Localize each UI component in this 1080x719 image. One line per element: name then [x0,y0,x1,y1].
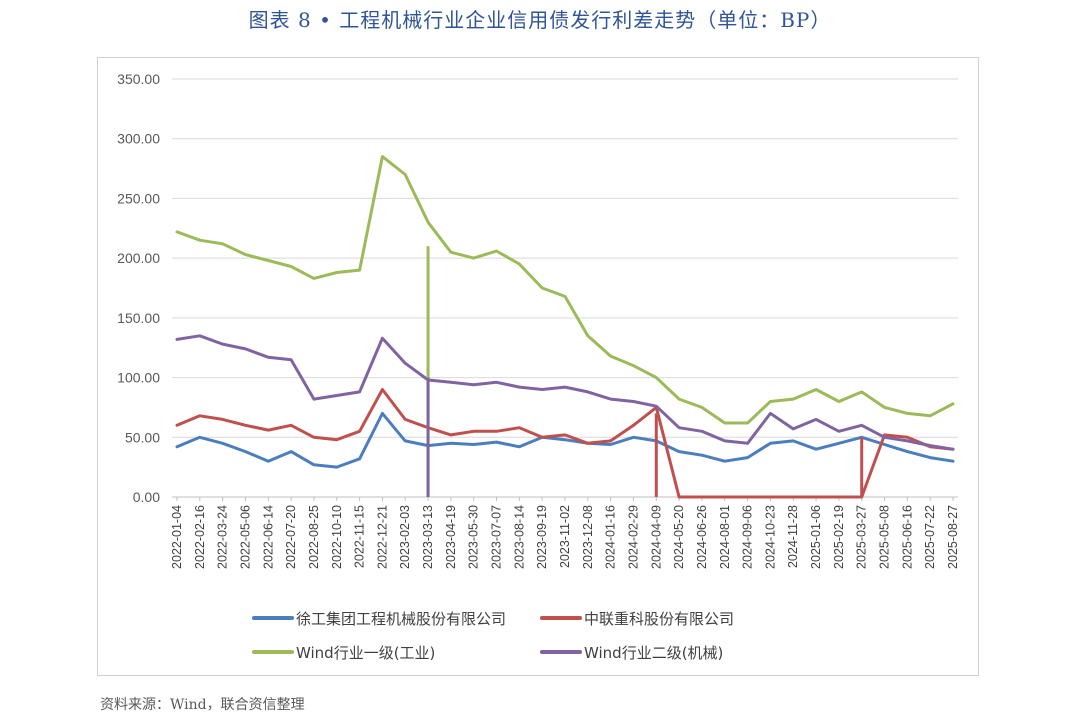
series-line [175,334,955,451]
x-tick-label: 2023-12-08 [581,505,595,569]
y-tick-label: 100.00 [117,370,160,386]
source-note: 资料来源：Wind，联合资信整理 [100,697,305,713]
legend: 徐工集团工程机械股份有限公司 中联重科股份有限公司 Wind行业一级(工业) Wind… [252,610,734,662]
y-axis-ticks: 0.00 50.00 100.00 150.00 200.00 250.00 300.00 3… [117,71,160,505]
series-lines [175,155,955,499]
series-line [175,155,955,425]
x-tick-label: 2023-11-02 [558,505,572,568]
legend-label: 徐工集团工程机械股份有限公司 [296,610,506,628]
x-tick-label: 2023-03-13 [421,505,435,569]
x-tick-label: 2025-08-27 [946,505,960,569]
x-tick-label: 2022-08-25 [307,505,321,569]
x-tick-label: 2023-09-19 [535,505,549,569]
x-tick-label: 2023-02-03 [398,505,412,569]
x-tick-label: 2023-07-07 [490,505,504,569]
x-tick-label: 2022-01-04 [170,505,184,569]
x-tick-label: 2025-06-16 [900,505,914,569]
x-tick-label: 2022-11-15 [353,505,367,568]
x-tick-label: 2022-05-06 [238,505,252,569]
y-tick-label: 150.00 [117,310,160,326]
x-tick-label: 2022-10-10 [330,505,344,569]
legend-label: Wind行业二级(机械) [584,644,723,662]
x-tick-label: 2024-11-28 [786,505,800,568]
x-tick-label: 2025-05-08 [878,505,892,569]
x-tick-label: 2025-02-19 [832,505,846,569]
y-tick-label: 200.00 [117,250,160,266]
chart-title: 图表 8 • 工程机械行业企业信用债发行利差走势（单位：BP） [248,8,832,32]
x-tick-label: 2024-10-23 [763,505,777,569]
chart-frame [97,57,979,676]
x-tick-label: 2022-12-21 [375,505,389,569]
legend-label: 中联重科股份有限公司 [584,610,734,628]
x-tick-label: 2024-04-09 [649,505,663,569]
x-tick-label: 2024-06-26 [695,505,709,569]
x-tick-label: 2024-02-29 [626,505,640,569]
x-tick-label: 2022-03-24 [216,505,230,569]
x-tick-label: 2024-09-06 [741,505,755,569]
y-tick-label: 300.00 [117,131,160,147]
x-tick-label: 2022-06-14 [261,505,275,569]
x-axis-ticks: 2022-01-04 2022-02-16 2022-03-24 2022-05-06… [170,497,960,569]
x-tick-label: 2023-08-14 [512,505,526,569]
x-tick-label: 2023-04-19 [444,505,458,569]
y-tick-label: 350.00 [117,71,160,87]
x-tick-label: 2022-07-20 [284,505,298,569]
y-tick-label: 250.00 [117,190,160,206]
x-tick-label: 2024-01-16 [604,505,618,569]
x-tick-label: 2025-03-27 [855,505,869,569]
x-tick-label: 2024-05-20 [672,505,686,569]
series-line [175,388,955,499]
y-tick-label: 50.00 [125,429,160,445]
x-tick-label: 2022-02-16 [193,505,207,569]
x-tick-label: 2025-07-22 [923,505,937,569]
x-tick-label: 2024-08-01 [718,505,732,569]
legend-label: Wind行业一级(工业) [296,644,435,662]
x-tick-label: 2025-01-06 [809,505,823,569]
x-tick-label: 2023-05-30 [467,505,481,569]
y-tick-label: 0.00 [133,489,160,505]
series-line [175,411,955,469]
line-chart: 0.00 50.00 100.00 150.00 200.00 250.00 300.00 3… [117,71,960,662]
